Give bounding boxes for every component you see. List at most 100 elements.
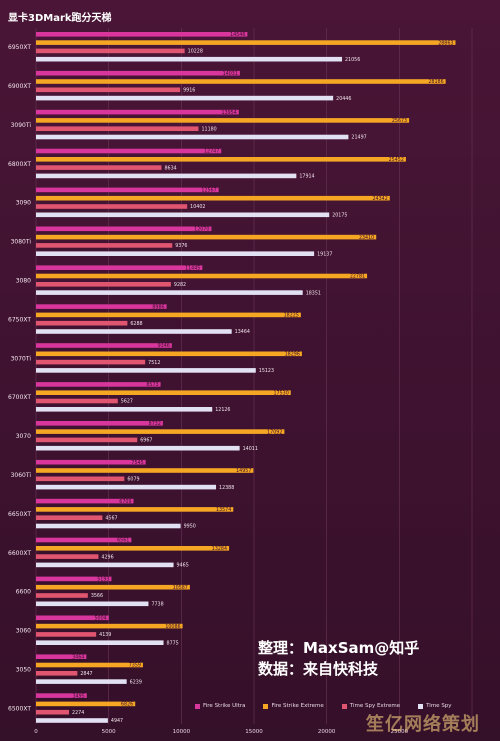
bar [36,40,456,45]
bar [36,195,390,201]
bar [36,593,88,598]
data-label: 20446 [336,96,351,102]
bar [36,654,87,659]
bars-layer [36,32,456,723]
bar [36,32,248,37]
legend-label: Time Spy [426,703,452,709]
data-label: 5627 [121,399,133,405]
data-label: 12070 [194,227,209,233]
data-label: 3566 [91,593,103,599]
data-label: 19137 [317,251,332,257]
bar [36,468,254,473]
category-label: 3080 [16,277,31,284]
data-label: 13464 [235,329,250,335]
bar [36,437,138,443]
bar [36,662,143,668]
category-label: 6950XT [8,44,31,51]
data-label: 7545 [131,460,143,466]
bar [36,134,349,140]
data-label: 17092 [267,429,282,435]
bar [36,390,291,395]
data-label: 22781 [350,274,365,280]
bar [36,709,70,715]
bar [36,265,203,270]
data-label: 7359 [129,663,141,669]
data-label: 8634 [164,165,176,171]
bar [36,359,146,365]
ticks-layer: 0 5000 10000 15000 20000 25000 [34,729,408,735]
legend: Fire Strike Ultra Fire Strike Extreme Time… [195,703,452,709]
bar [36,48,185,54]
legend-label: Fire Strike Extreme [271,703,324,709]
bar [36,79,446,84]
x-tick-label: 20000 [318,729,336,735]
bar [36,398,118,404]
data-label: 12567 [201,188,216,194]
category-label: 6800XT [8,161,31,168]
x-tick-label: 25000 [391,729,409,735]
bar [36,165,162,170]
data-label: 9950 [184,524,196,530]
bar [36,554,99,559]
credit-block: 整理：MaxSam@知乎 数据：来自快科技 [258,638,419,680]
bar [36,173,297,179]
category-label: 3080Ti [11,239,32,246]
legend-swatch [341,703,347,709]
bar [36,157,406,162]
bar [36,70,240,76]
data-label: 4947 [111,718,123,724]
data-label: 10086 [165,624,180,630]
data-label: 8775 [167,640,179,646]
bar [36,382,161,387]
data-label: 28863 [438,40,453,46]
legend-label: Time Spy Extreme [349,703,401,709]
bar [36,312,301,318]
category-label: 3070 [16,433,31,440]
chart-title: 显卡3DMark跑分天梯 [8,13,112,24]
bar [36,320,128,326]
data-label: 14546 [230,32,245,38]
category-label: 6600 [16,589,31,596]
bar [36,584,190,590]
legend-swatch [263,703,269,709]
data-label: 3495 [73,693,85,699]
bar [36,187,219,193]
bar [36,546,230,551]
bar [36,537,132,543]
data-label: 10228 [188,49,203,55]
data-label: 21056 [345,57,360,63]
bar [36,484,217,490]
data-label: 7512 [148,360,160,366]
data-label: 12126 [215,407,230,413]
data-label: 4567 [105,515,117,521]
data-label: 4139 [99,632,111,638]
data-label: 8732 [149,421,161,427]
bar [36,290,303,295]
data-label: 6826 [121,702,133,708]
data-label: 14011 [243,446,258,452]
data-label: 8986 [152,304,164,310]
data-label: 18351 [306,290,321,296]
data-label: 23410 [359,235,374,241]
bar [36,226,212,232]
x-tick-label: 10000 [173,729,191,735]
bar [36,523,181,529]
bar [36,351,302,357]
legend-label: Fire Strike Ultra [203,703,246,709]
x-tick-label: 5000 [102,729,116,735]
data-label: 13574 [216,507,231,513]
credit-line-1: 整理：MaxSam@知乎 [258,639,420,657]
data-label: 21497 [351,135,366,141]
bar [36,282,171,287]
bar [36,87,181,93]
data-label: 2274 [72,710,84,716]
grid-layer [35,28,473,724]
data-label: 10402 [190,204,205,210]
category-label: 3050 [16,666,31,673]
bar [36,429,285,434]
category-label: 3060 [16,628,31,635]
category-label: 6600XT [8,550,31,557]
data-label: 4296 [101,554,113,560]
watermark: 笙亿网络策划 [366,714,480,735]
bar [36,243,173,248]
